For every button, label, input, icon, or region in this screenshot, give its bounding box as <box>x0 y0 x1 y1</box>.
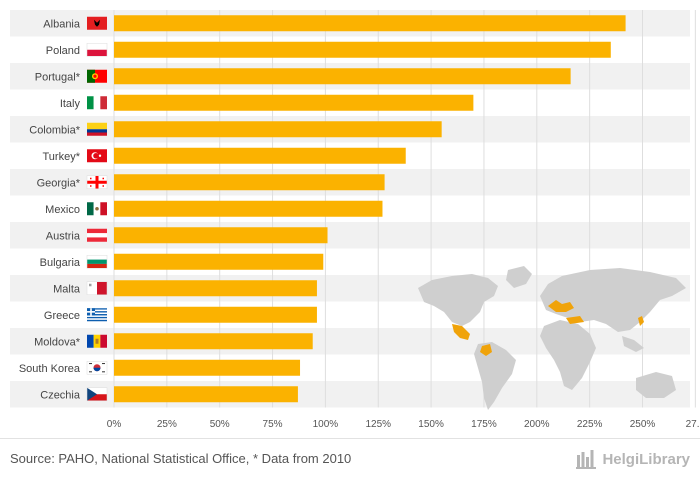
map-greenland <box>506 266 532 288</box>
bar-chart: Albania Poland Portugal* Italy Colombia* Turk… <box>10 10 700 430</box>
malta-flag-icon <box>86 281 108 295</box>
map-highlight-turkey <box>566 316 584 324</box>
category-label: Albania <box>43 18 81 30</box>
bulgaria-flag-icon <box>86 255 108 269</box>
map-south-america <box>474 342 516 410</box>
map-highlight-europe <box>548 300 574 312</box>
category-label: Poland <box>46 45 80 57</box>
poland-flag-icon <box>86 43 108 57</box>
bar[interactable] <box>114 386 298 403</box>
bar[interactable] <box>114 94 474 111</box>
category-label: Portugal* <box>35 71 81 83</box>
row-band <box>10 381 690 408</box>
georgia-flag-icon <box>86 175 108 189</box>
brand[interactable]: HelgiLibrary <box>576 448 690 470</box>
tick-label: 150% <box>418 419 444 430</box>
category-label: Colombia* <box>29 124 80 136</box>
category-label: Moldova* <box>34 336 81 348</box>
map-highlight-mexico <box>452 324 470 340</box>
category-label: Georgia* <box>37 177 81 189</box>
flags <box>86 16 108 401</box>
map-australia <box>636 372 676 398</box>
category-label: Malta <box>53 283 81 295</box>
bar[interactable] <box>114 253 324 270</box>
bar[interactable] <box>114 359 301 376</box>
footer: Source: PAHO, National Statistical Offic… <box>0 438 700 483</box>
bar[interactable] <box>114 121 442 138</box>
tick-label: 200% <box>524 419 550 430</box>
portugal-flag-icon <box>87 69 107 83</box>
tick-label: 125% <box>365 419 391 430</box>
category-label: Turkey* <box>43 151 81 163</box>
map-africa <box>540 320 596 390</box>
map-highlight-colombia <box>480 344 492 356</box>
tick-label: 50% <box>210 419 230 430</box>
category-label: Austria <box>46 230 81 242</box>
row-band <box>10 222 690 249</box>
category-label: Greece <box>44 310 80 322</box>
bar[interactable] <box>114 280 317 297</box>
category-label: Bulgaria <box>40 257 81 269</box>
brand-name: HelgiLibrary <box>602 450 690 468</box>
bars <box>114 15 626 403</box>
tick-labels: 0% 25% 50% 75% 100% 125% 150% 175% 200% 225% 250% 2… <box>107 419 700 430</box>
bar[interactable] <box>114 147 406 164</box>
world-map-inset <box>418 266 686 410</box>
map-eurasia <box>540 268 686 332</box>
tick-label: 25% <box>157 419 177 430</box>
bar[interactable] <box>114 174 385 191</box>
czechia-flag-icon <box>86 387 108 401</box>
bar[interactable] <box>114 200 383 217</box>
tick-label: 27... <box>686 419 700 430</box>
tick-label: 0% <box>107 419 122 430</box>
map-south-east-asia <box>622 336 644 352</box>
turkey-flag-icon <box>87 149 107 163</box>
bar[interactable] <box>114 68 571 85</box>
italy-flag-icon <box>87 96 107 110</box>
south-korea-flag-icon <box>86 361 108 375</box>
greece-flag-icon <box>87 308 107 322</box>
category-label: South Korea <box>19 363 81 375</box>
map-north-america <box>418 274 498 326</box>
category-label: Mexico <box>45 204 80 216</box>
category-label: Czechia <box>40 389 81 401</box>
moldova-flag-icon <box>87 334 107 348</box>
bar[interactable] <box>114 333 313 350</box>
source-note: Source: PAHO, National Statistical Offic… <box>10 451 352 466</box>
austria-flag-icon <box>87 228 107 242</box>
tick-label: 250% <box>630 419 656 430</box>
bar[interactable] <box>114 15 626 32</box>
library-icon <box>576 450 597 469</box>
bar[interactable] <box>114 227 328 244</box>
tick-label: 225% <box>577 419 603 430</box>
tick-label: 100% <box>313 419 339 430</box>
category-label: Italy <box>60 98 81 110</box>
tick-label: 75% <box>263 419 283 430</box>
category-labels: Albania Poland Portugal* Italy Colombia* Turk… <box>19 18 81 401</box>
tick-label: 175% <box>471 419 497 430</box>
albania-flag-icon <box>87 16 107 30</box>
map-highlight-korea <box>638 316 644 326</box>
mexico-flag-icon <box>87 202 107 216</box>
colombia-flag-icon <box>87 122 107 136</box>
bar[interactable] <box>114 41 611 58</box>
bar[interactable] <box>114 306 317 323</box>
